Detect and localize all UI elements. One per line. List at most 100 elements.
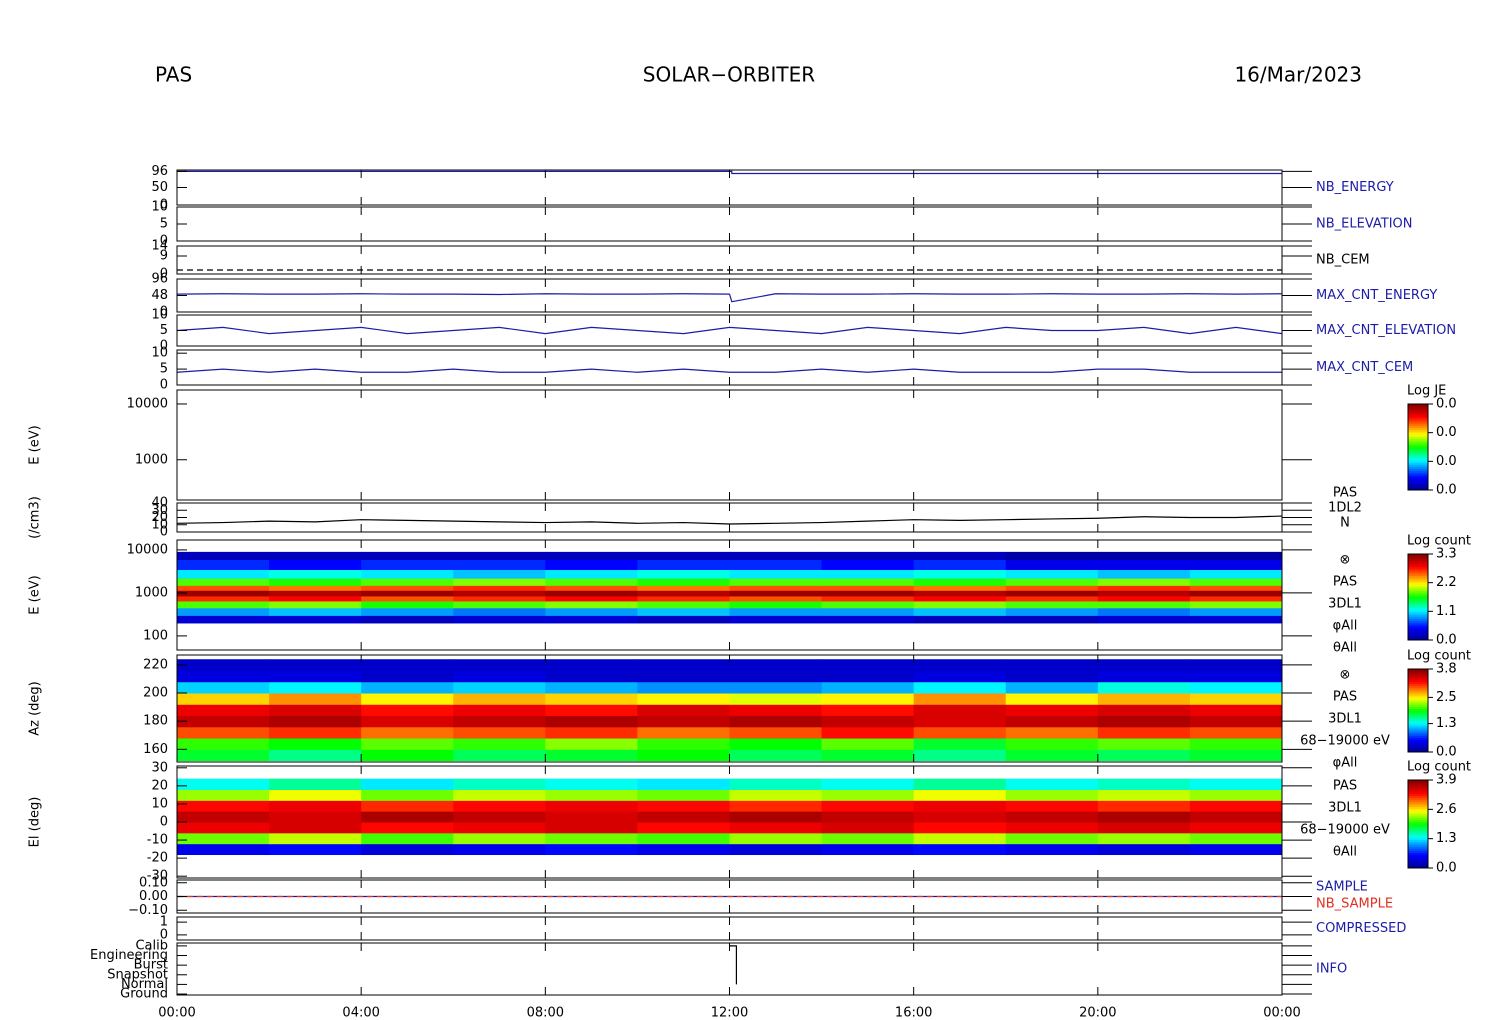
spectrogram-cell (269, 607, 362, 616)
panel-annotation: PAS (1333, 575, 1357, 590)
colorbar-step (1408, 607, 1428, 611)
y-axis-label: (/cm3) (28, 496, 43, 539)
spectrogram-cell (821, 726, 915, 739)
spectrogram-cell (1189, 600, 1283, 609)
colorbar-step (1408, 745, 1428, 749)
spectrogram-cell (821, 715, 915, 728)
spectrogram-cell (545, 726, 638, 739)
y-tick-label: 10 (151, 517, 168, 532)
spectrogram-cell (637, 822, 730, 834)
spectrogram-cell (1005, 800, 1099, 812)
spectrogram-cell (913, 600, 1007, 609)
colorbar-step (1408, 592, 1428, 596)
colorbar-title: Log count (1407, 649, 1471, 664)
spectrogram-cell (453, 681, 546, 694)
spectrogram-cell (913, 832, 1007, 845)
spectrogram-cell (1097, 607, 1191, 616)
spectrogram-cell (361, 704, 454, 717)
spectrogram-cell (637, 693, 730, 705)
spectrogram-cell (453, 595, 546, 602)
spectrogram-cell (913, 800, 1007, 812)
y-tick-label: -10 (147, 833, 168, 848)
colorbar-step (1408, 560, 1428, 564)
spectrogram-cell (637, 551, 730, 560)
data-line (177, 170, 1282, 175)
spectrogram-cell (269, 551, 362, 560)
spectrogram-cell (729, 778, 823, 790)
y-tick-label: 5 (160, 362, 168, 377)
spectrogram-cell (1189, 778, 1283, 790)
colorbar-step (1408, 687, 1428, 691)
spectrogram-cell (545, 595, 638, 602)
series-label: NB_CEM (1316, 253, 1370, 268)
colorbar-step (1408, 727, 1428, 730)
colorbar-step (1408, 784, 1428, 788)
y-tick-label: 10 (151, 308, 168, 323)
panel-annotation: 3DL1 (1328, 801, 1362, 816)
y-tick-label: 1 (160, 915, 168, 930)
spectrogram-cell (1189, 726, 1283, 739)
colorbar-step (1408, 577, 1428, 581)
colorbar-tick-label: 3.8 (1436, 662, 1457, 677)
spectrogram-cell (821, 600, 915, 609)
spectrogram-cell (913, 659, 1007, 671)
spectrogram-cell (821, 659, 915, 671)
spectrogram-cell (545, 749, 638, 762)
spectrogram-cell (1097, 585, 1191, 591)
colorbar-step (1408, 749, 1428, 753)
spectrogram-cell (913, 704, 1007, 717)
spectrogram-cell (453, 559, 546, 571)
panel-annotation: 68−19000 eV (1300, 823, 1390, 838)
colorbar-step (1408, 824, 1428, 827)
spectrogram-cell (1097, 595, 1191, 602)
spectrogram-cell (1189, 607, 1283, 616)
colorbar-tick-label: 1.3 (1436, 831, 1457, 846)
colorbar-tick-label: 0.0 (1436, 397, 1457, 412)
panel-annotation: ⊗ (1340, 553, 1351, 568)
spectrogram-cell (177, 585, 270, 591)
spectrogram-cell (361, 811, 454, 823)
y-tick-label: 10 (151, 796, 168, 811)
colorbar-step (1408, 477, 1428, 480)
spectrogram-cell (269, 704, 362, 717)
y-tick-label: Snapshot (107, 967, 168, 982)
colorbar-step (1408, 635, 1428, 639)
colorbar-step (1408, 627, 1428, 630)
spectrogram-cell (913, 778, 1007, 790)
spectrogram-cell (637, 670, 730, 683)
y-tick-label: 0.10 (139, 875, 168, 890)
spectrogram-cell (269, 778, 362, 790)
series-label: MAX_CNT_ENERGY (1316, 288, 1437, 303)
colorbar-step (1408, 459, 1428, 463)
colorbar-step (1408, 612, 1428, 615)
spectrogram-cell (453, 778, 546, 790)
spectrogram-cell (361, 832, 454, 845)
spectrogram-cell (821, 615, 915, 624)
spectrogram-cell (1005, 778, 1099, 790)
colorbar-step (1408, 673, 1428, 676)
spectrogram-cell (1097, 789, 1191, 801)
colorbar-step (1408, 826, 1428, 829)
spectrogram-cell (269, 749, 362, 762)
colorbar-step (1408, 449, 1428, 452)
colorbar-step (1408, 681, 1428, 685)
y-axis-label: E (eV) (28, 575, 43, 614)
spectrogram-cell (729, 832, 823, 845)
spectrogram-cell (177, 590, 270, 597)
colorbar-step (1408, 850, 1428, 854)
spectrogram-cell (453, 832, 546, 845)
colorbar-step (1408, 786, 1428, 790)
spectrogram-cell (821, 578, 915, 586)
colorbar-step (1408, 416, 1428, 420)
colorbar-step (1408, 739, 1428, 743)
spectrogram-cell (637, 843, 730, 856)
spectrogram-cell (729, 578, 823, 586)
spectrogram-cell (637, 600, 730, 609)
spectrogram-cell (1189, 681, 1283, 694)
colorbar-step (1408, 861, 1428, 865)
series-label: NB_ENERGY (1316, 180, 1394, 195)
colorbar-step (1408, 685, 1428, 689)
spectrogram-cell (545, 715, 638, 728)
spectrogram-cell (361, 789, 454, 801)
